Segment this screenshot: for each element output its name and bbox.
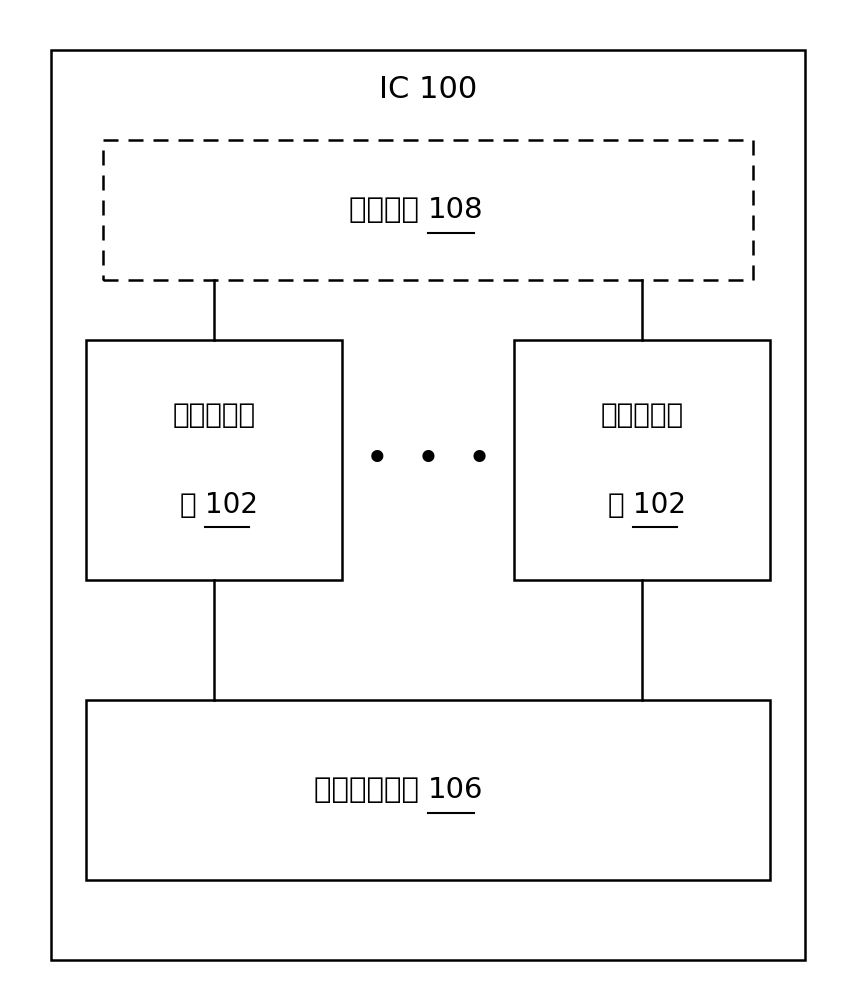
Text: 温度感测电: 温度感测电: [172, 401, 256, 429]
Text: •  •  •: • • •: [365, 439, 491, 481]
Text: 106: 106: [428, 776, 484, 804]
Text: 路: 路: [180, 491, 205, 519]
Text: 108: 108: [428, 196, 484, 224]
Text: 系统监控电路: 系统监控电路: [314, 776, 428, 804]
Text: 控制电路: 控制电路: [348, 196, 428, 224]
Text: 102: 102: [205, 491, 259, 519]
Text: 102: 102: [633, 491, 687, 519]
Text: IC 100: IC 100: [379, 75, 477, 104]
Text: 温度感测电: 温度感测电: [600, 401, 684, 429]
Text: 路: 路: [608, 491, 633, 519]
